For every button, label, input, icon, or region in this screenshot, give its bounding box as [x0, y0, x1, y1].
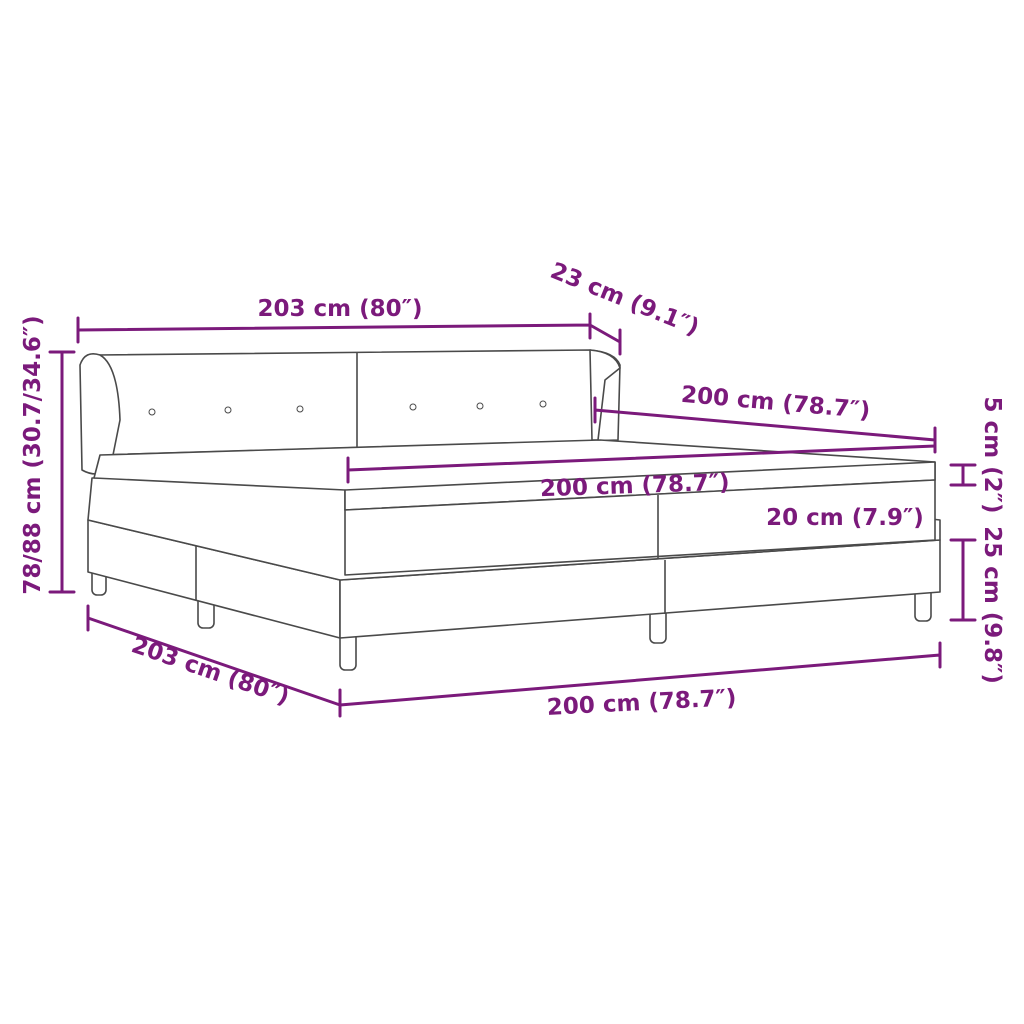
dim-line-bottom-width	[86, 604, 342, 718]
dimension-labels: 203 cm (80″) 23 cm (9.1″) 78/88 cm (30.7…	[20, 258, 1005, 721]
dim-line-bottom-length	[338, 641, 942, 707]
dimension-lines	[48, 312, 977, 718]
label-base-height: 25 cm (9.8″)	[979, 526, 1005, 684]
dim-line-height	[48, 350, 76, 594]
dim-line-side-upper	[593, 396, 937, 454]
dim-line-topper	[949, 463, 977, 487]
mattress-front	[344, 479, 936, 576]
label-bottom-length: 200 cm (78.7″)	[546, 685, 737, 721]
label-bottom-width: 203 cm (80″)	[128, 632, 292, 710]
headboard-wing-right	[589, 349, 621, 441]
label-headboard-width: 203 cm (80″)	[258, 296, 423, 322]
label-mattress-height: 20 cm (7.9″)	[766, 505, 924, 531]
label-topper-height: 5 cm (2″)	[979, 397, 1005, 514]
dim-line-base-height	[949, 538, 977, 622]
label-total-height: 78/88 cm (30.7/34.6″)	[20, 315, 46, 594]
headboard-buttons	[148, 400, 547, 416]
dim-line-headboard-depth	[588, 323, 622, 356]
label-headboard-depth: 23 cm (9.1″)	[547, 258, 703, 341]
dim-line-mattress-width	[346, 444, 937, 484]
bed-drawing	[79, 349, 941, 671]
label-side-upper: 200 cm (78.7″)	[680, 382, 871, 424]
